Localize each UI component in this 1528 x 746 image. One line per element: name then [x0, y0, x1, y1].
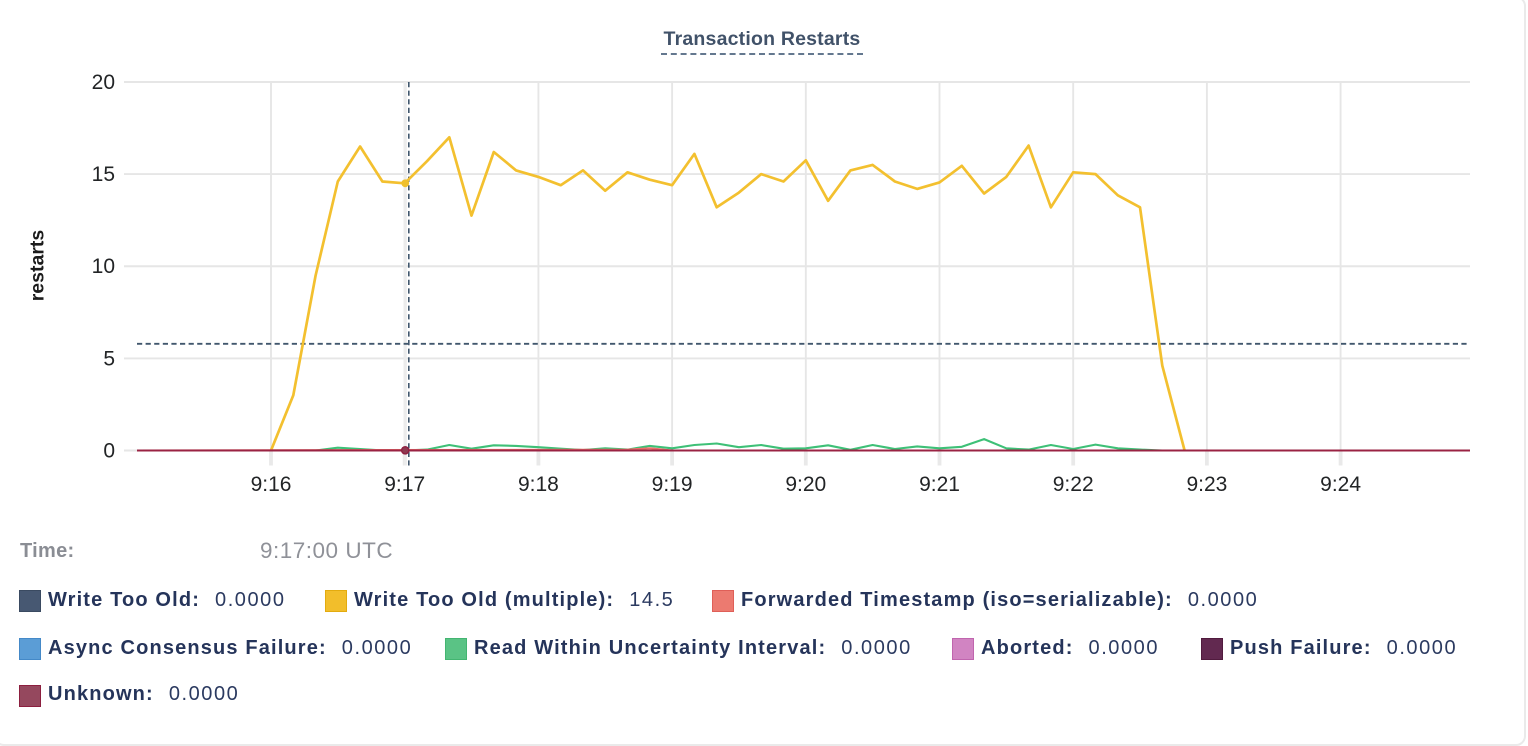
svg-text:9:17: 9:17: [384, 473, 425, 496]
svg-text:9:18: 9:18: [518, 473, 559, 496]
svg-text:9:23: 9:23: [1186, 473, 1227, 496]
svg-text:9:20: 9:20: [785, 473, 826, 496]
svg-text:5: 5: [103, 347, 115, 370]
svg-text:20: 20: [92, 71, 115, 94]
svg-text:10: 10: [92, 255, 115, 278]
svg-text:0: 0: [103, 440, 115, 463]
svg-text:9:24: 9:24: [1320, 473, 1361, 496]
svg-text:9:19: 9:19: [652, 473, 693, 496]
svg-text:restarts: restarts: [27, 230, 49, 302]
svg-text:9:21: 9:21: [919, 473, 960, 496]
svg-text:15: 15: [92, 163, 115, 186]
svg-text:9:22: 9:22: [1053, 473, 1094, 496]
svg-text:9:16: 9:16: [251, 473, 292, 496]
